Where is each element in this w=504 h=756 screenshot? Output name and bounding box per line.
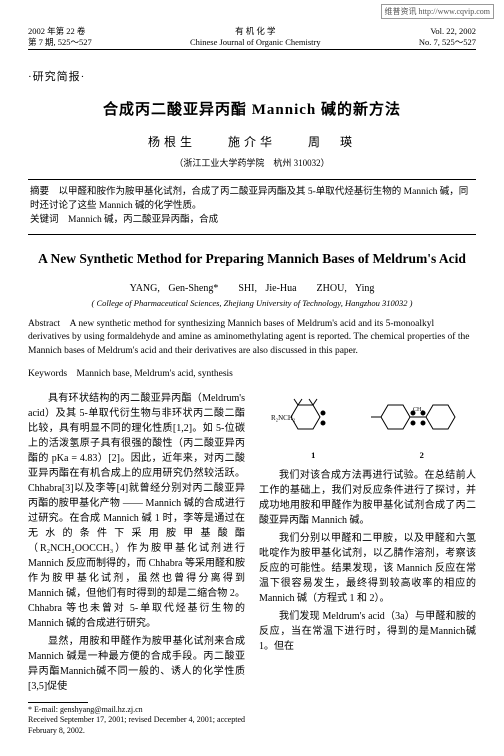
article-title-en: A New Synthetic Method for Preparing Man… [28, 251, 476, 267]
keywords-cn: 关键词 Mannich 碱，丙二酸亚异丙酯，合成 [30, 214, 474, 228]
scheme-label-1: 1 [311, 451, 315, 460]
running-header: 2002 年第 22 卷 第 7 期, 525～527 有 机 化 学 Chin… [28, 26, 476, 50]
scheme-sub-label: R₂NCH₂ [271, 414, 296, 422]
body-columns: 具有环状结构的丙二酸亚异丙酯（Meldrum's acid）及其 5-单取代衍生… [28, 391, 476, 736]
left-column: 具有环状结构的丙二酸亚异丙酯（Meldrum's acid）及其 5-单取代衍生… [28, 391, 245, 736]
body-para-l2: 显然，用胺和甲醛作为胺甲基化试剂来合成 Mannich 碱是一种最方便的合成手段… [28, 634, 245, 694]
journal-title-en: Chinese Journal of Organic Chemistry [190, 37, 321, 48]
journal-title-cn: 有 机 化 学 [190, 26, 321, 37]
body-para-l1: 具有环状结构的丙二酸亚异丙酯（Meldrum's acid）及其 5-单取代衍生… [28, 391, 245, 631]
article-title-cn: 合成丙二酸亚异丙酯 Mannich 碱的新方法 [28, 98, 476, 119]
scheme-label-2: 2 [420, 451, 424, 460]
svg-text:CH₂: CH₂ [413, 407, 423, 413]
scheme-svg: R₂NCH₂ CH₂ [268, 395, 468, 449]
watermark-badge: 维普资讯 http://www.cqvip.com [381, 4, 494, 19]
section-label: ·研究简报· [28, 68, 476, 84]
body-para-r3: 我们发现 Meldrum's acid（3a）与甲醛和胺的反应，当在常温下进行时… [259, 609, 476, 654]
keywords-en: Keywords Mannich base, Meldrum's acid, s… [28, 365, 476, 379]
affiliation-cn: （浙江工业大学药学院 杭州 310032） [28, 156, 476, 169]
header-left-year: 2002 年第 22 卷 [28, 26, 92, 37]
header-center: 有 机 化 学 Chinese Journal of Organic Chemi… [190, 26, 321, 47]
body-para-r1: 我们对该合成方法再进行试验。在总结前人工作的基础上，我们对反应条件进行了探讨，并… [259, 468, 476, 528]
authors-cn: 杨根生 施介华 周 瑛 [28, 133, 476, 150]
body-para-r2: 我们分别以甲醛和二甲胺，以及甲醛和六氢吡啶作为胺甲基化试剂，以乙腈作溶剂，考察该… [259, 531, 476, 606]
page: 维普资讯 http://www.cqvip.com 2002 年第 22 卷 第… [0, 0, 504, 756]
abstract-cn: 摘要 以甲醛和胺作为胺甲基化试剂，合成了丙二酸亚异丙酯及其 5-单取代烃基衍生物… [28, 179, 476, 234]
header-right: Vol. 22, 2002 No. 7, 525～527 [419, 26, 476, 47]
header-left: 2002 年第 22 卷 第 7 期, 525～527 [28, 26, 92, 47]
header-right-vol: Vol. 22, 2002 [419, 26, 476, 37]
footnote: * E-mail: genshyang@mail.hz.zj.cn Receiv… [28, 705, 245, 736]
authors-en: YANG, Gen-Sheng* SHI, Jie-Hua ZHOU, Ying [28, 279, 476, 294]
abstract-cn-text: 摘要 以甲醛和胺作为胺甲基化试剂，合成了丙二酸亚异丙酯及其 5-单取代烃基衍生物… [30, 186, 474, 214]
chemical-scheme: R₂NCH₂ CH₂ 1 2 [259, 395, 476, 460]
right-column: R₂NCH₂ CH₂ 1 2 我们 [259, 391, 476, 736]
header-right-pages: No. 7, 525～527 [419, 37, 476, 48]
footnote-email: * E-mail: genshyang@mail.hz.zj.cn [28, 705, 245, 715]
footnote-dates: Received September 17, 2001; revised Dec… [28, 715, 245, 736]
header-left-issue: 第 7 期, 525～527 [28, 37, 92, 48]
footnote-rule [28, 702, 88, 703]
affiliation-en: ( College of Pharmaceutical Sciences, Zh… [28, 298, 476, 308]
abstract-en: Abstract A new synthetic method for synt… [28, 318, 476, 359]
